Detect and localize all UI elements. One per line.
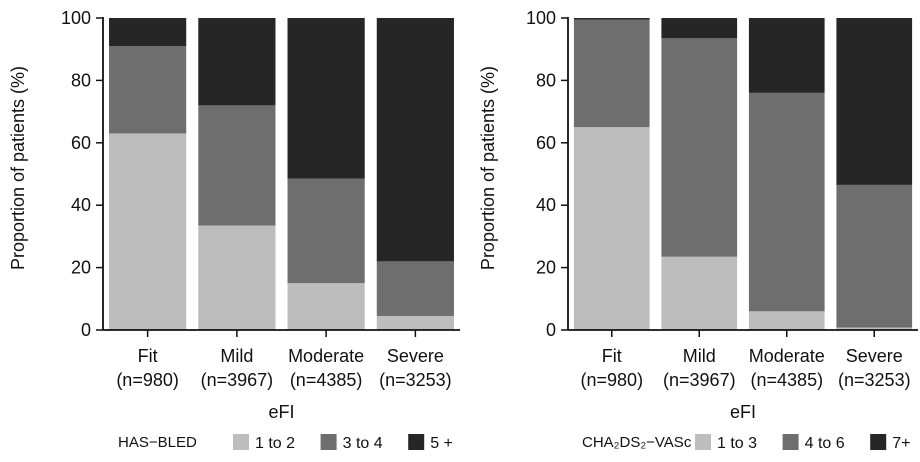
bar-segment-1-2-1 [198, 225, 276, 330]
legend-swatch [320, 434, 337, 450]
bar-segment-2-1-1 [573, 127, 650, 330]
bar-segment-1-3-3 [287, 18, 365, 179]
x-axis-label: eFI [730, 402, 756, 422]
legend-swatch [233, 434, 249, 450]
y-axis-label: Proportion of patients (%) [8, 66, 28, 270]
x-tick-label: Fit [138, 346, 158, 366]
legend-label: 1 to 2 [255, 435, 295, 452]
y-tick-label: 60 [71, 133, 91, 153]
x-tick-count-label: (n=980) [116, 370, 179, 390]
y-axis-label: Proportion of patients (%) [478, 66, 498, 270]
bar-segment-1-3-1 [287, 283, 365, 330]
x-tick-label: Moderate [749, 346, 825, 366]
legend-label: 1 to 3 [717, 435, 757, 452]
legend-swatch [782, 434, 799, 450]
bar-segment-2-4-2 [836, 184, 913, 328]
bar-segment-2-2-2 [661, 38, 738, 257]
legend-swatch [695, 434, 711, 450]
bar-segment-2-3-3 [748, 18, 825, 93]
y-tick-label: 60 [536, 133, 556, 153]
legend-title: HAS−BLED [118, 434, 197, 451]
bar-segment-1-1-2 [109, 46, 187, 134]
bar-segment-1-2-2 [198, 105, 276, 226]
y-tick-label: 80 [71, 70, 91, 90]
x-tick-count-label: (n=980) [581, 370, 644, 390]
x-tick-count-label: (n=4385) [751, 370, 824, 390]
bar-segment-2-3-1 [748, 311, 825, 330]
legend-swatch [870, 434, 887, 450]
x-tick-count-label: (n=3967) [663, 370, 736, 390]
bar-segment-1-1-1 [109, 133, 187, 330]
y-tick-label: 0 [81, 320, 91, 340]
y-tick-label: 20 [71, 258, 91, 278]
x-tick-label: Severe [387, 346, 444, 366]
bar-segment-1-1-3 [109, 18, 187, 47]
bar-segment-1-2-3 [198, 18, 276, 106]
legend-swatch [408, 434, 425, 450]
bar-segment-1-4-1 [376, 315, 454, 330]
bar-segment-1-4-3 [376, 18, 454, 262]
bar-segment-1-3-2 [287, 178, 365, 284]
bar-segment-2-1-3 [573, 18, 650, 20]
bar-segment-2-4-1 [836, 327, 913, 330]
x-tick-label: Mild [220, 346, 253, 366]
y-tick-label: 80 [536, 70, 556, 90]
legend-label: 4 to 6 [805, 435, 845, 452]
legend-title: CHA₂DS₂−VASc [582, 434, 692, 451]
y-tick-label: 0 [546, 320, 556, 340]
x-tick-count-label: (n=4385) [290, 370, 363, 390]
bar-segment-2-2-1 [661, 256, 738, 330]
legend-label: 3 to 4 [343, 435, 383, 452]
y-tick-label: 20 [536, 258, 556, 278]
bar-segment-2-3-2 [748, 92, 825, 312]
legend-label: 5 + [430, 435, 453, 452]
y-tick-label: 40 [71, 195, 91, 215]
legend-label: 7+ [892, 435, 910, 452]
x-tick-label: Severe [846, 346, 903, 366]
x-tick-label: Moderate [288, 346, 364, 366]
bar-segment-2-1-2 [573, 19, 650, 128]
x-tick-count-label: (n=3253) [838, 370, 911, 390]
x-tick-count-label: (n=3967) [201, 370, 274, 390]
bar-segment-1-4-2 [376, 261, 454, 316]
bar-segment-2-4-3 [836, 18, 913, 185]
x-tick-label: Fit [602, 346, 622, 366]
x-tick-count-label: (n=3253) [379, 370, 452, 390]
x-axis-label: eFI [268, 402, 294, 422]
y-tick-label: 100 [526, 8, 556, 28]
x-tick-label: Mild [683, 346, 716, 366]
bar-segment-2-2-3 [661, 18, 738, 39]
y-tick-label: 40 [536, 195, 556, 215]
y-tick-label: 100 [61, 8, 91, 28]
